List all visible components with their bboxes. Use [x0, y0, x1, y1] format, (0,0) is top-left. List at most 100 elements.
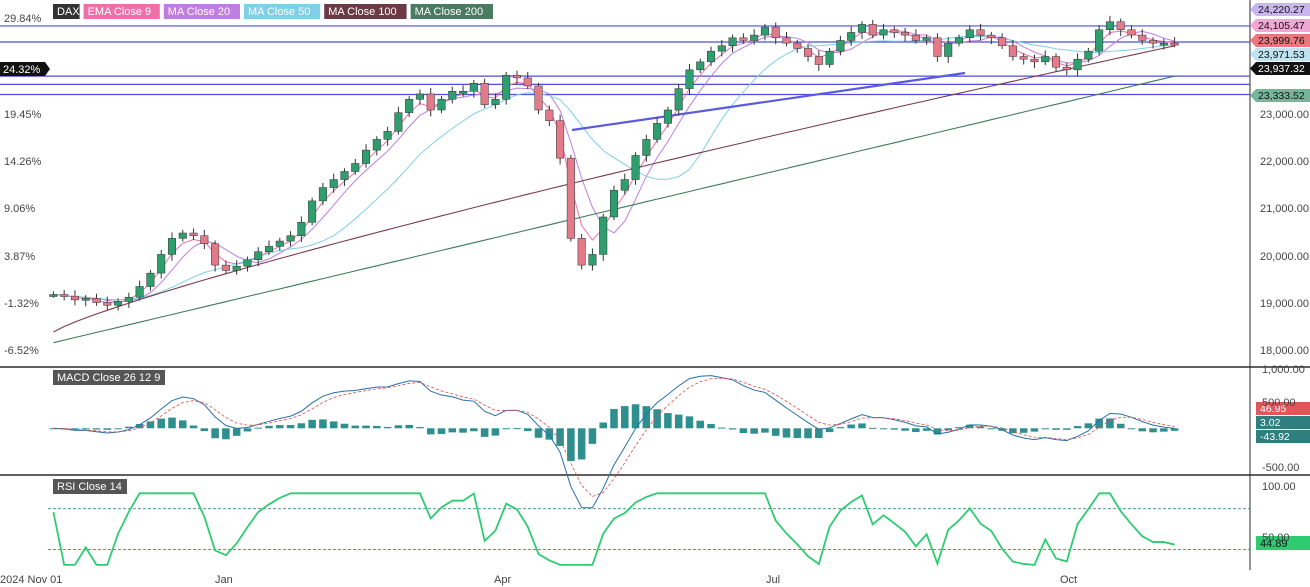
candle — [793, 39, 802, 53]
legend-text: EMA Close 9 — [88, 6, 152, 18]
macd-histogram-bar — [631, 404, 640, 429]
macd-histogram-bar — [470, 428, 478, 432]
axes: 18,000.00 19,000.00 20,000.00 21,000.00 22,0… — [0, 13, 1309, 586]
candle — [933, 33, 942, 62]
macd-histogram-bar — [1149, 428, 1157, 433]
macd-histogram-bar — [707, 424, 715, 429]
candle — [329, 173, 338, 193]
legend-text: MA Close 20 — [168, 6, 230, 18]
price-tick: 23,000.00 — [1260, 109, 1309, 121]
macd-histogram-bar — [286, 425, 295, 429]
macd-histogram-bar — [858, 423, 866, 429]
macd-histogram-bar — [437, 428, 446, 435]
macd-histogram-bar — [146, 421, 155, 429]
candle — [588, 248, 597, 271]
candle — [523, 72, 532, 90]
legend-item-4[interactable]: MA Close 100 — [324, 4, 407, 19]
candle — [286, 231, 295, 247]
macd-badge-text: 46.95 — [1260, 403, 1286, 415]
candle — [92, 293, 101, 306]
candle — [890, 26, 899, 38]
candle — [1084, 47, 1093, 63]
candle — [696, 58, 705, 74]
macd-histogram-bar — [362, 425, 370, 429]
candle — [1041, 50, 1050, 66]
macd-histogram-bar — [276, 425, 284, 429]
legend-item-5[interactable]: MA Close 200 — [410, 4, 493, 19]
macd-histogram-bar — [1052, 428, 1060, 430]
macd-histogram-bar — [125, 426, 133, 429]
legend-item-1[interactable]: EMA Close 9 — [83, 4, 160, 19]
macd-histogram-bar — [653, 409, 661, 429]
macd-histogram-bar — [912, 428, 920, 433]
candle — [383, 126, 392, 146]
macd-histogram-bar — [890, 428, 899, 430]
macd-histogram-bar — [329, 421, 338, 429]
macd-histogram-bar — [674, 414, 683, 429]
macd-histogram-bar — [1095, 418, 1103, 429]
macd-histogram-bar — [987, 428, 996, 430]
price-badge-2: 23,999.76 — [1250, 34, 1310, 47]
macd-panel: 46.95 3.02 -43.92 — [49, 375, 1310, 509]
pct-tick: 19.45% — [4, 109, 42, 121]
candle — [642, 134, 651, 162]
macd-histogram-bar — [588, 428, 597, 444]
macd-histogram-bar — [933, 428, 942, 435]
candle — [922, 34, 931, 45]
candle — [771, 22, 780, 45]
candle — [114, 298, 123, 311]
candle — [911, 29, 920, 44]
rsi-label: RSI Close 14 — [53, 479, 127, 494]
price-badges: 24,220.27 24,105.47 23,999.76 23,971.53 23,9… — [1250, 3, 1310, 102]
candle — [394, 106, 403, 135]
candle — [976, 23, 985, 41]
price-tick: 20,000.00 — [1260, 251, 1309, 263]
candle — [459, 85, 468, 97]
macd-histogram-bar — [103, 428, 112, 430]
rsi-tick: 100.00 — [1262, 481, 1296, 493]
macd-histogram-bar — [211, 428, 219, 439]
trendline-rising[interactable] — [571, 71, 966, 132]
macd-badge-text: 3.02 — [1260, 417, 1281, 429]
candle — [502, 72, 511, 105]
macd-histogram-bar — [232, 428, 241, 436]
macd-histogram-bar — [901, 428, 909, 431]
macd-histogram-bar — [168, 417, 176, 429]
candle — [868, 19, 877, 39]
candle — [620, 173, 629, 195]
horizontal-levels — [0, 25, 1250, 96]
candle — [480, 78, 489, 108]
macd-histogram-bar — [1030, 428, 1039, 432]
candle — [609, 185, 619, 221]
candle — [1030, 54, 1039, 69]
legend-text: MA Close 200 — [415, 6, 483, 18]
candle — [243, 256, 252, 272]
candle — [663, 106, 672, 128]
price-badge-text: 23,971.53 — [1258, 49, 1305, 61]
candle — [415, 89, 424, 105]
macd-histogram-bar — [1160, 428, 1168, 432]
rsi-line — [52, 492, 1175, 567]
candle — [232, 260, 241, 275]
macd-histogram-bar — [308, 419, 316, 429]
candlesticks — [49, 15, 1179, 311]
macd-histogram-bar — [459, 428, 467, 433]
legend-item-3[interactable]: MA Close 50 — [244, 4, 321, 19]
macd-histogram-bar — [1084, 423, 1093, 429]
price-badge-1: 24,105.47 — [1250, 19, 1310, 32]
legend-item-0[interactable]: DAX — [53, 4, 80, 19]
macd-histogram-bar — [976, 426, 985, 429]
candle — [1073, 53, 1082, 77]
macd-histogram-bar — [577, 428, 586, 460]
legend-item-2[interactable]: MA Close 20 — [163, 4, 240, 19]
candle — [200, 229, 209, 250]
macd-badge-2: -43.92 — [1256, 430, 1310, 443]
candle — [1159, 38, 1168, 50]
candle — [351, 158, 360, 175]
candle — [1095, 25, 1104, 56]
rsi-panel: 44.89 — [48, 492, 1310, 567]
candle — [308, 197, 317, 226]
macd-badge-1: 3.02 — [1256, 416, 1310, 429]
